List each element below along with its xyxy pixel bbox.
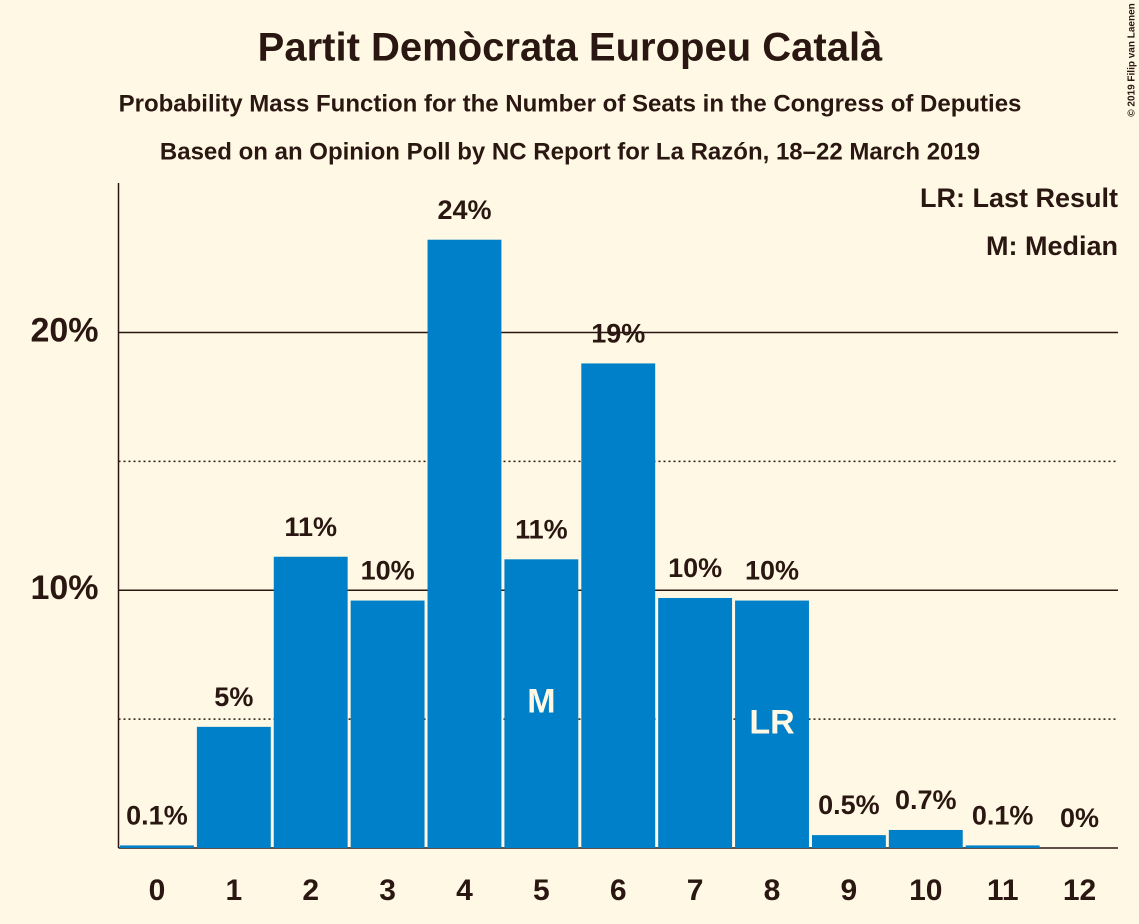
bar	[888, 829, 963, 848]
x-tick-label: 4	[456, 874, 473, 907]
value-label: 10%	[361, 556, 415, 586]
bar	[120, 845, 194, 848]
y-tick-label: 10%	[30, 569, 98, 607]
x-tick-label: 6	[610, 874, 627, 907]
x-tick-label: 7	[687, 874, 704, 907]
copyright: © 2019 Filip van Laenen	[1127, 3, 1138, 117]
value-label: 0.1%	[972, 801, 1034, 831]
x-tick-label: 5	[533, 874, 550, 907]
x-tick-label: 1	[225, 874, 242, 907]
value-label: 10%	[745, 556, 799, 586]
x-tick-label: 10	[909, 874, 942, 907]
legend-entry: M: Median	[986, 231, 1118, 261]
bar	[350, 600, 425, 848]
x-tick-label: 12	[1063, 874, 1096, 907]
chart-title: Partit Demòcrata Europeu Català	[258, 26, 883, 70]
y-tick-label: 20%	[30, 311, 98, 349]
bar	[965, 845, 1040, 848]
bar	[811, 835, 886, 848]
value-label: 11%	[284, 512, 337, 542]
chart-subtitle: Probability Mass Function for the Number…	[119, 90, 1022, 117]
bar-annotation: LR	[749, 703, 794, 741]
value-label: 0.7%	[895, 785, 957, 815]
chart-subtitle: Based on an Opinion Poll by NC Report fo…	[160, 138, 980, 165]
bar	[581, 363, 656, 848]
x-tick-label: 2	[302, 874, 319, 907]
value-label: 0%	[1060, 803, 1099, 833]
bar-annotation: M	[527, 683, 555, 721]
value-label: 0.5%	[818, 790, 880, 820]
x-tick-label: 3	[379, 874, 396, 907]
value-label: 19%	[591, 319, 645, 349]
legend-entry: LR: Last Result	[920, 183, 1118, 213]
bar	[196, 726, 271, 848]
value-label: 0.1%	[126, 801, 188, 831]
x-tick-label: 9	[841, 874, 858, 907]
value-label: 24%	[437, 195, 491, 225]
x-tick-label: 11	[987, 874, 1019, 907]
value-label: 11%	[515, 514, 568, 544]
bar	[735, 600, 809, 848]
bar	[658, 597, 733, 848]
bar	[504, 559, 579, 848]
x-tick-label: 0	[149, 874, 166, 907]
bar	[427, 239, 502, 848]
value-label: 5%	[214, 682, 253, 712]
x-tick-label: 8	[764, 874, 781, 907]
bar	[273, 556, 348, 848]
value-label: 10%	[668, 553, 722, 583]
